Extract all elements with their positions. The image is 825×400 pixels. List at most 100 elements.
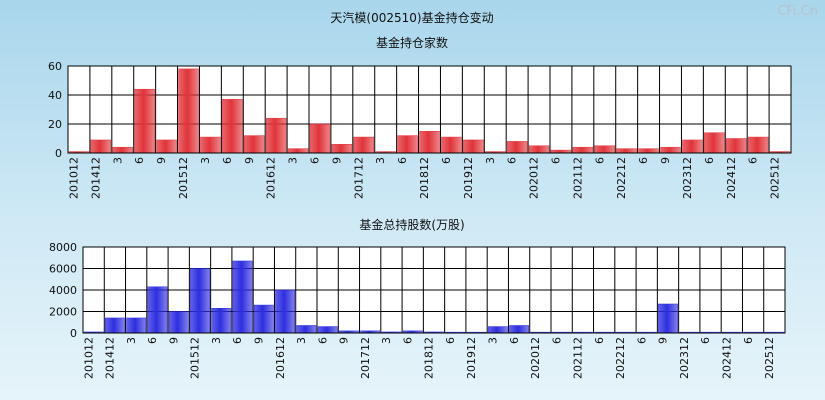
chart1-bar (200, 136, 221, 154)
chart1-x-tick: 202512 (769, 157, 782, 199)
chart1-bar (704, 132, 725, 154)
chart2-x-tick: 9 (657, 337, 670, 344)
chart1-x-tick: 6 (593, 157, 606, 164)
chart2-x-tick: 202112 (572, 337, 585, 379)
chart1-x-tick: 6 (637, 157, 650, 164)
chart1-bar (353, 136, 374, 154)
chart1-bar (178, 68, 199, 154)
chart1-x-tick: 3 (199, 157, 212, 164)
chart1-bar (331, 144, 353, 154)
chart2-bar (190, 268, 210, 334)
chart2-bar (275, 289, 295, 334)
chart1-bar (244, 135, 265, 154)
chart1-x-tick: 3 (374, 157, 387, 164)
chart1-x-tick: 201412 (89, 157, 102, 199)
watermark: CFi.Cn (777, 4, 818, 19)
chart1-bar (747, 136, 769, 154)
chart2-bar (105, 317, 125, 334)
chart2-x-tick: 3 (125, 337, 138, 344)
chart2-x-tick: 201812 (423, 337, 436, 379)
chart1-bar (616, 148, 637, 154)
chart1-x-tick: 3 (484, 157, 497, 164)
chart1-bar (134, 88, 155, 154)
chart2-x-tick: 9 (167, 337, 180, 344)
chart1-x-tick: 202212 (615, 157, 628, 199)
chart2-bar (253, 304, 274, 334)
chart1-bar (156, 139, 177, 154)
chart1-x-tick: 6 (440, 157, 453, 164)
chart2-x-tick: 201912 (465, 337, 478, 379)
chart2-x-tick: 6 (146, 337, 159, 344)
chart1-x-tick: 9 (330, 157, 343, 164)
chart1-x-tick: 202412 (725, 157, 738, 199)
chart1-x-tick: 9 (659, 157, 672, 164)
chart1-x-tick: 201612 (265, 157, 278, 199)
chart2-bar (658, 303, 678, 334)
chart1-bar (594, 145, 615, 154)
chart1-x-tick: 6 (133, 157, 146, 164)
chart1-x-tick: 201512 (177, 157, 190, 199)
chart2-bar (147, 286, 168, 334)
chart1-bar (287, 148, 309, 154)
chart2-bar (211, 308, 232, 334)
chart2-x-tick: 6 (699, 337, 712, 344)
chart2-x-tick: 6 (508, 337, 521, 344)
chart1-x-tick: 3 (111, 157, 124, 164)
chart2-x-tick: 6 (635, 337, 648, 344)
total-shares-chart: 0 2000 4000 6000 8000 201012 201412 3 6 9 201512 3 6… (49, 241, 786, 379)
chart2-y-tick: 6000 (49, 263, 77, 276)
chart1-bar (441, 136, 462, 154)
holdings-count-chart: 0 20 40 60 201012 201412 3 6 9 201512 3 6 9 201612 3 6 9… (48, 60, 792, 199)
chart1-x-tick: 9 (155, 157, 168, 164)
chart2-x-tick: 202312 (678, 337, 691, 379)
chart2-x-tick: 3 (380, 337, 393, 344)
chart1-x-tick: 6 (221, 157, 234, 164)
chart1-bar (572, 146, 594, 154)
chart1-bar (90, 139, 112, 154)
chart2-x-tick: 6 (316, 337, 329, 344)
chart1-x-tick: 6 (747, 157, 760, 164)
chart2-x-tick: 3 (210, 337, 223, 344)
chart1-x-tick: 6 (703, 157, 716, 164)
chart1-bar (506, 141, 528, 154)
chart2-x-tick: 202012 (529, 337, 542, 379)
chart2-frame (82, 246, 786, 334)
chart1-bar (528, 145, 550, 154)
chart2-x-tick: 201512 (189, 337, 202, 379)
chart1-bar (682, 139, 703, 154)
chart2-bar (509, 325, 529, 334)
chart2-x-tick: 6 (593, 337, 606, 344)
chart1-bar (463, 139, 484, 154)
chart2-x-tick: 201412 (104, 337, 117, 379)
chart2-x-tick: 9 (338, 337, 351, 344)
chart1-x-tick: 6 (506, 157, 519, 164)
chart2-x-tick: 6 (444, 337, 457, 344)
chart1-bar (726, 138, 747, 154)
chart2-x-tick: 201612 (274, 337, 287, 379)
chart2-x-tick: 201712 (359, 337, 372, 379)
chart1-x-tick: 6 (396, 157, 409, 164)
chart2-bar (296, 325, 317, 334)
chart2-y-tick: 4000 (49, 284, 77, 297)
chart1-frame (67, 65, 792, 154)
chart2-y-tick: 8000 (49, 241, 77, 254)
chart2-x-tick: 6 (401, 337, 414, 344)
chart2-x-tick: 6 (550, 337, 563, 344)
chart1-title: 基金持仓家数 (376, 35, 448, 50)
chart1-x-tick: 201912 (462, 157, 475, 199)
chart1-y-tick: 20 (48, 118, 62, 131)
chart2-bar (126, 317, 147, 334)
chart2-x-tick: 6 (742, 337, 755, 344)
chart1-x-tick: 3 (287, 157, 300, 164)
chart2-x-tick: 201012 (82, 337, 95, 379)
chart1-y-tick: 60 (48, 60, 62, 73)
chart2-bar (317, 326, 338, 334)
chart1-bar (222, 99, 243, 154)
chart2-x-tick: 202512 (763, 337, 776, 379)
chart1-x-tick: 201712 (352, 157, 365, 199)
chart2-y-tick: 0 (70, 327, 77, 340)
chart2-x-tick: 202412 (721, 337, 734, 379)
chart1-bar (309, 123, 331, 154)
chart1-bar (638, 148, 659, 154)
